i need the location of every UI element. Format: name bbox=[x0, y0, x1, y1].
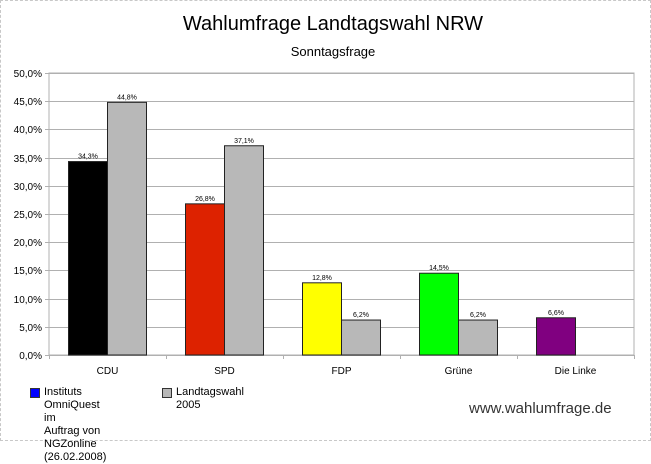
y-tick-label: 15,0% bbox=[14, 266, 42, 277]
x-tick-label: CDU bbox=[97, 366, 119, 377]
data-label: 6,6% bbox=[548, 310, 564, 317]
chart-subtitle: Sonntagsfrage bbox=[291, 44, 376, 59]
data-label: 34,3% bbox=[78, 154, 98, 161]
y-tick-label: 50,0% bbox=[14, 69, 42, 80]
data-label: 14,5% bbox=[429, 265, 449, 272]
data-label: 37,1% bbox=[234, 138, 254, 145]
y-tick-label: 5,0% bbox=[19, 323, 42, 334]
x-tick-label: SPD bbox=[214, 366, 235, 377]
legend-swatch-survey bbox=[30, 388, 40, 398]
x-tick-label: Die Linke bbox=[555, 366, 597, 377]
y-tick-label: 10,0% bbox=[14, 295, 42, 306]
legend-item-election-2005: Landtagswahl 2005 bbox=[162, 386, 244, 412]
y-tick-label: 25,0% bbox=[14, 210, 42, 221]
bar-election-2005 bbox=[224, 145, 264, 356]
chart-title: Wahlumfrage Landtagswahl NRW bbox=[183, 13, 483, 35]
website-url: www.wahlumfrage.de bbox=[469, 400, 612, 417]
x-tick-label: FDP bbox=[332, 366, 352, 377]
bar-survey bbox=[185, 203, 225, 356]
bar-election-2005 bbox=[458, 319, 498, 356]
bar-election-2005 bbox=[107, 101, 147, 356]
bar-survey bbox=[302, 282, 342, 356]
y-tick-label: 45,0% bbox=[14, 97, 42, 108]
x-tick-label: Grüne bbox=[445, 366, 473, 377]
y-tick-label: 35,0% bbox=[14, 154, 42, 165]
data-label: 6,2% bbox=[470, 312, 486, 319]
bar-survey bbox=[68, 161, 108, 356]
data-label: 26,8% bbox=[195, 196, 215, 203]
bar-survey bbox=[419, 272, 459, 356]
bar-survey bbox=[536, 317, 576, 356]
y-tick-label: 30,0% bbox=[14, 182, 42, 193]
data-label: 12,8% bbox=[312, 275, 332, 282]
y-tick-label: 0,0% bbox=[19, 351, 42, 362]
y-tick-label: 20,0% bbox=[14, 238, 42, 249]
data-label: 6,2% bbox=[353, 312, 369, 319]
legend-label-election-2005: Landtagswahl 2005 bbox=[176, 386, 244, 411]
data-label: 44,8% bbox=[117, 94, 137, 101]
legend-item-survey: Instituts OmniQuest im Auftrag von NGZon… bbox=[30, 386, 106, 464]
legend-label-survey: Instituts OmniQuest im Auftrag von NGZon… bbox=[44, 386, 107, 463]
bar-election-2005 bbox=[341, 319, 381, 356]
legend-swatch-election-2005 bbox=[162, 388, 172, 398]
bar-chart: Wahlumfrage Landtagswahl NRW Sonntagsfra… bbox=[14, 13, 635, 377]
y-tick-label: 40,0% bbox=[14, 125, 42, 136]
